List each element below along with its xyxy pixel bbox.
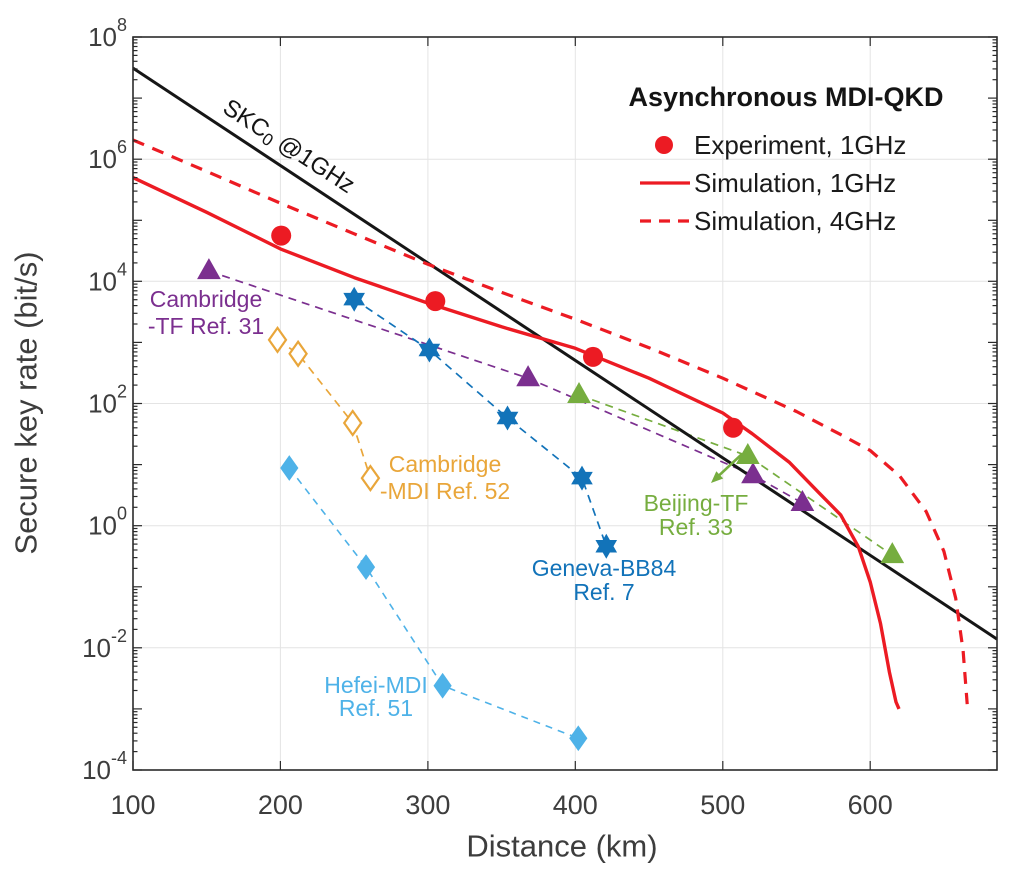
legend-title: Asynchronous MDI-QKD: [628, 82, 943, 112]
series-experiment-1ghz-marker: [271, 225, 292, 246]
geneva-bb84-label-line-2: Ref. 7: [573, 579, 634, 605]
series-cambridge-tf-marker: [197, 258, 221, 280]
beijing-tf-label-line-2: Ref. 33: [659, 514, 733, 540]
cambridge-tf-label-line-1: Cambridge: [150, 286, 263, 312]
x-axis-title: Distance (km): [466, 829, 657, 864]
series-geneva-bb84-line: [353, 298, 608, 547]
main-curves: [132, 66, 998, 710]
series-cambridge-mdi-marker: [342, 409, 363, 437]
series-cambridge-tf-marker: [516, 365, 540, 387]
legend-item-label: Experiment, 1GHz: [694, 130, 906, 160]
series-hefei-mdi-marker: [356, 554, 376, 580]
x-tick-label: 500: [700, 790, 745, 820]
series-hefei-mdi-marker: [569, 725, 588, 752]
series-beijing-tf-marker: [567, 381, 591, 403]
experiment-markers: [271, 225, 744, 438]
series-beijing-tf-marker: [735, 442, 760, 464]
series-simulation-4ghz-line: [132, 138, 969, 705]
series-experiment-1ghz-marker: [723, 417, 744, 438]
axes: [132, 36, 998, 771]
series-geneva-bb84-marker: [571, 465, 593, 491]
series-geneva-bb84-marker: [418, 337, 441, 363]
cambridge-tf-label-line-2: -TF Ref. 31: [148, 313, 264, 339]
series-hefei-mdi-marker: [433, 672, 452, 699]
series-geneva-bb84-marker: [595, 533, 618, 559]
x-tick-label: 100: [110, 790, 155, 820]
series-cambridge-mdi-line: [277, 339, 372, 479]
cambridge-mdi-label-line-2: -MDI Ref. 52: [380, 478, 510, 504]
y-axis-title: Secure key rate (bit/s): [9, 251, 44, 554]
x-tick-label: 600: [848, 790, 893, 820]
series-cambridge-tf-marker: [790, 489, 815, 511]
series-cambridge-mdi-marker: [288, 339, 308, 368]
x-tick-label: 400: [553, 790, 598, 820]
series-geneva-bb84-marker: [343, 286, 365, 312]
geneva-bb84-label-line-1: Geneva-BB84: [532, 555, 677, 581]
hefei-mdi-label-line-2: Ref. 51: [339, 695, 413, 721]
series-hefei-mdi-line: [288, 467, 579, 740]
legend-item-label: Simulation, 4GHz: [694, 206, 896, 236]
beijing-tf-arrowhead: [711, 471, 724, 483]
x-tick-label: 200: [258, 790, 303, 820]
legend-item-label: Simulation, 1GHz: [694, 168, 896, 198]
series-cambridge-tf-marker: [741, 462, 765, 484]
series-experiment-1ghz-marker: [583, 346, 603, 367]
series-beijing-tf-marker: [880, 542, 905, 564]
series-skc0-line: [132, 66, 998, 641]
series-simulation-1ghz-line: [132, 176, 901, 710]
hefei-mdi-label-line-1: Hefei-MDI: [324, 672, 428, 698]
cambridge-mdi-label-line-1: Cambridge: [389, 451, 502, 477]
gridlines: [133, 37, 997, 770]
series-hefei-mdi-marker: [280, 455, 299, 481]
series-cambridge-mdi-marker: [267, 325, 288, 354]
x-tick-label: 300: [405, 790, 450, 820]
beijing-tf-label-line-1: Beijing-TF: [644, 490, 749, 516]
series-experiment-1ghz-marker: [425, 291, 446, 312]
series-geneva-bb84-marker: [496, 405, 519, 431]
legend: Asynchronous MDI-QKD Experiment, 1GHz Simu…: [628, 82, 943, 236]
reference-series-markers: [197, 258, 905, 752]
series-cambridge-mdi-marker: [360, 464, 381, 493]
legend-dot-swatch: [655, 136, 673, 154]
series-cambridge-tf-line: [208, 270, 803, 504]
beijing-tf-arrow: [715, 453, 743, 480]
